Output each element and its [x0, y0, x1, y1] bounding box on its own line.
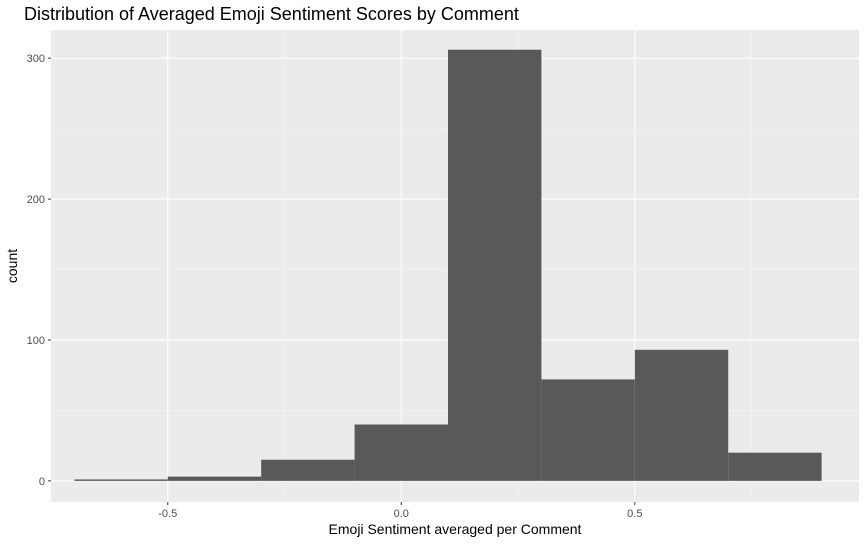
x-tick-label: 0.5: [627, 508, 642, 520]
x-tick-label: -0.5: [158, 508, 177, 520]
y-tick-label: 300: [27, 53, 45, 65]
histogram-bar: [541, 379, 635, 481]
histogram-bars: [74, 49, 822, 481]
y-axis-title: count: [4, 249, 20, 283]
histogram-bar: [728, 452, 822, 481]
y-axis: 0 100 200 300: [27, 53, 51, 488]
histogram-bar: [354, 424, 448, 481]
x-axis-title: Emoji Sentiment averaged per Comment: [329, 521, 582, 537]
y-tick-label: 0: [39, 476, 45, 488]
histogram-bar: [634, 349, 729, 481]
x-axis: -0.5 0.0 0.5: [158, 502, 642, 520]
histogram-bar: [261, 459, 355, 481]
x-tick-label: 0.0: [394, 508, 409, 520]
y-tick-label: 200: [27, 194, 45, 206]
histogram-bar: [74, 479, 168, 481]
histogram-bar: [167, 476, 262, 481]
chart-title: Distribution of Averaged Emoji Sentiment…: [24, 4, 519, 24]
histogram-bar: [447, 49, 542, 481]
y-tick-label: 100: [27, 335, 45, 347]
